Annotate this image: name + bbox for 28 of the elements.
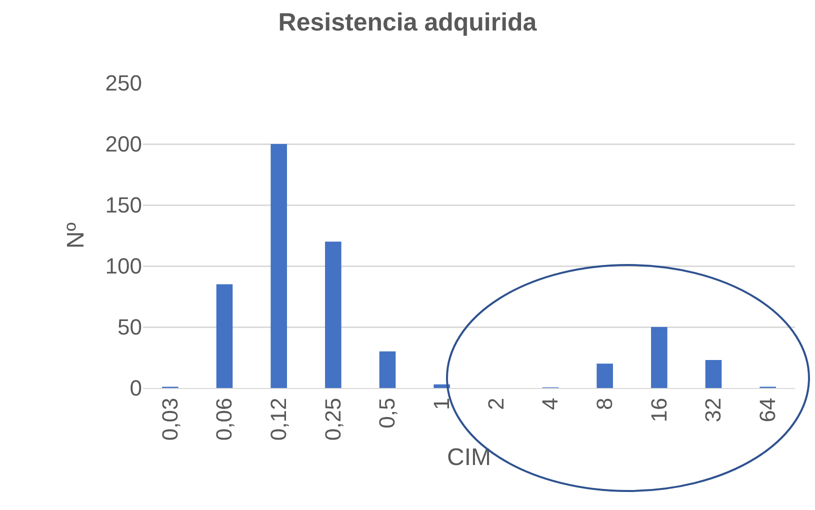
y-tick-label: 250 xyxy=(105,70,142,96)
y-tick-label: 200 xyxy=(105,132,142,157)
x-tick-label: 0,03 xyxy=(157,398,182,441)
x-axis-title: CIM xyxy=(447,444,491,471)
x-tick-label: 0,5 xyxy=(374,398,400,428)
x-tick-label: 64 xyxy=(754,398,780,422)
y-tick-label: 0 xyxy=(130,376,142,401)
bar xyxy=(379,351,396,388)
x-tick-label: 0,12 xyxy=(266,398,291,441)
x-tick-label: 2 xyxy=(483,398,508,410)
y-tick-label: 150 xyxy=(105,192,142,218)
x-tick-label: 32 xyxy=(700,398,726,422)
bar xyxy=(596,364,613,388)
x-tick-label: 8 xyxy=(592,398,617,410)
chart-title: Resistencia adquirida xyxy=(278,8,538,36)
bar xyxy=(651,327,668,388)
x-tick-label: 0,25 xyxy=(320,398,346,441)
x-tick-label: 16 xyxy=(646,398,672,422)
x-tick-label: 1 xyxy=(428,398,454,410)
y-axis-title: Nº xyxy=(62,222,90,249)
y-tick-label: 50 xyxy=(118,314,142,340)
bar xyxy=(216,284,233,388)
bar xyxy=(325,242,342,388)
bar xyxy=(705,360,722,388)
y-tick-label: 100 xyxy=(105,254,142,279)
x-tick-label: 0,06 xyxy=(212,398,237,441)
x-tick-label: 4 xyxy=(538,398,563,410)
bar xyxy=(270,144,287,388)
